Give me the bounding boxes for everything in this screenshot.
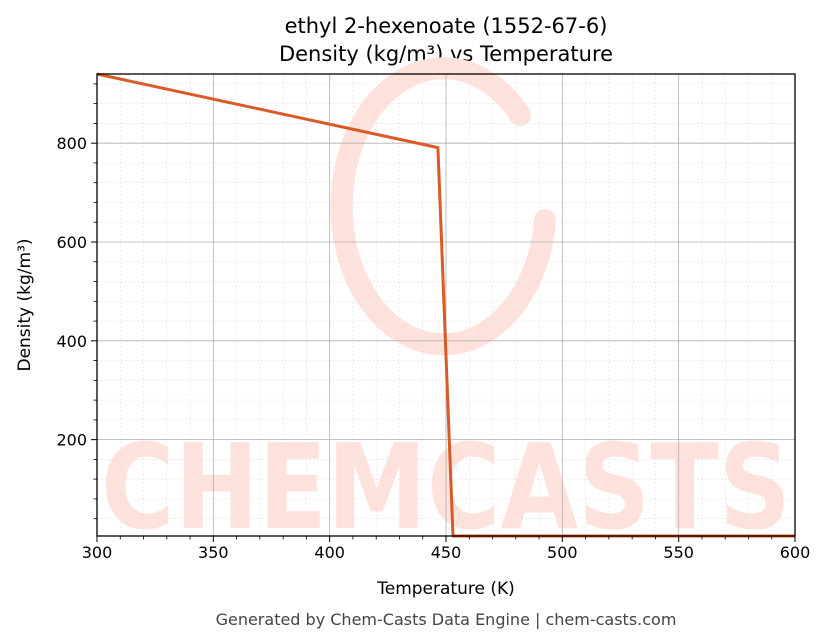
x-tick-label: 350 xyxy=(198,543,229,562)
x-tick-label: 400 xyxy=(314,543,345,562)
y-tick-label: 400 xyxy=(56,332,87,351)
y-axis-label: Density (kg/m³) xyxy=(15,238,35,371)
x-tick-label: 450 xyxy=(431,543,462,562)
x-tick-label: 550 xyxy=(663,543,694,562)
axis-ticks xyxy=(91,83,796,542)
y-tick-labels: 200 400 600 800 xyxy=(56,134,87,449)
y-tick-label: 800 xyxy=(56,134,87,153)
chart-title-line1: ethyl 2-hexenoate (1552-67-6) xyxy=(285,14,608,38)
x-tick-label: 600 xyxy=(780,543,811,562)
x-tick-labels: 300 350 400 450 500 550 600 xyxy=(82,543,811,562)
y-tick-label: 200 xyxy=(56,431,87,450)
x-tick-label: 300 xyxy=(82,543,113,562)
x-tick-label: 500 xyxy=(547,543,578,562)
y-tick-label: 600 xyxy=(56,233,87,252)
x-axis-label: Temperature (K) xyxy=(376,579,515,599)
footer-credit: Generated by Chem-Casts Data Engine | ch… xyxy=(216,610,677,629)
watermark-arc xyxy=(330,57,556,356)
